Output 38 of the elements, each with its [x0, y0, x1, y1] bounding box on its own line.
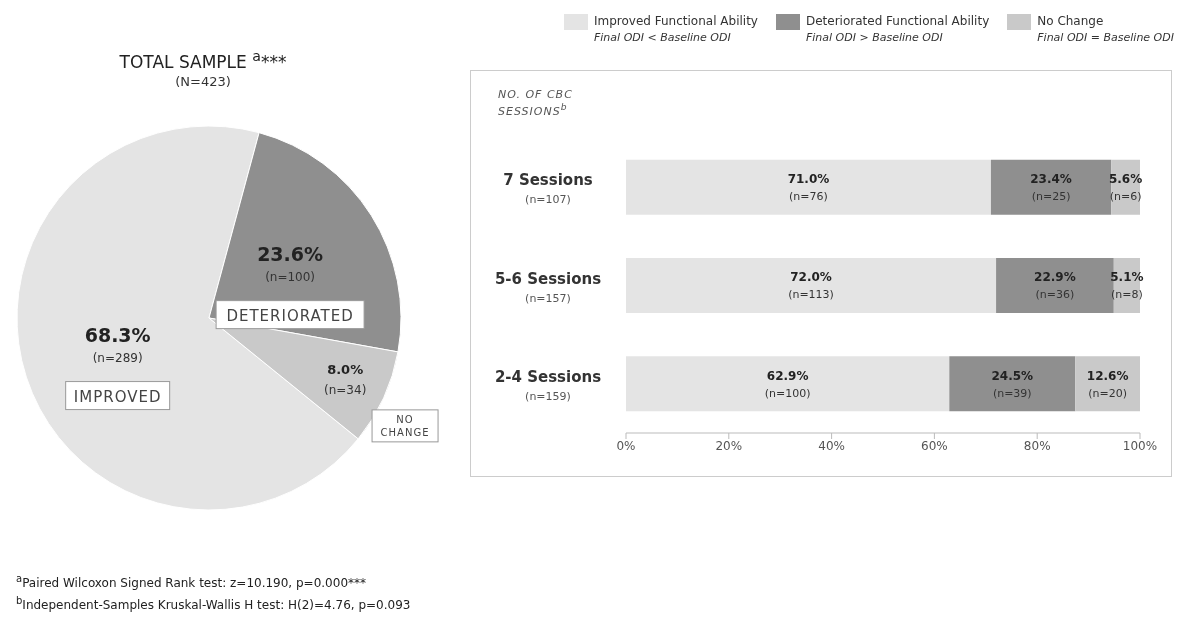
data-label: 8.0% (n=34): [324, 362, 367, 398]
x-tick-label: 80%: [1023, 438, 1051, 453]
data-label: 72.0% (n=113): [788, 270, 834, 302]
data-label: 12.6% (n=20): [1086, 368, 1129, 400]
y-tick-label: 2-4 Sessions (n=159): [494, 367, 602, 403]
bar: [626, 257, 997, 313]
legend-label: Deteriorated Functional Ability Final ODI > Baseline ODI: [805, 14, 990, 44]
y-axis-title: NO. OF CBC SESSIONS$^{b}$: [498, 88, 574, 118]
legend-label: Improved Functional Ability Final ODI < Baseline ODI: [593, 14, 758, 44]
data-label: 68.3% (n=289): [84, 323, 151, 365]
y-tick-label: 7 Sessions (n=107): [503, 171, 593, 207]
legend-label: No Change Final ODI = Baseline ODI: [1037, 14, 1174, 44]
data-label: 23.6% (n=100): [257, 242, 324, 284]
x-tick-label: 60%: [921, 438, 948, 453]
chart-title: TOTAL SAMPLE $^{a}$***: [118, 48, 288, 72]
text: $^{a}$Paired Wilcoxon Signed Rank test: z=10.190, p=0.000***: [16, 572, 368, 592]
x-tick-label: 40%: [818, 438, 845, 453]
y-tick-label: 5-6 Sessions (n=157): [494, 269, 602, 305]
data-label: 5.1% (n=8): [1110, 270, 1144, 302]
bar: [990, 159, 1112, 215]
data-label: 5.6% (n=6): [1108, 172, 1143, 204]
chart-subtitle: (N=423): [174, 74, 232, 89]
data-label: 22.9% (n=36): [1034, 270, 1076, 302]
data-label: 62.9% (n=100): [764, 368, 811, 400]
data-label: 23.4% (n=25): [1030, 172, 1072, 204]
data-label: 71.0% (n=76): [787, 172, 830, 204]
x-tick-label: 100%: [1122, 438, 1158, 453]
bar: [949, 356, 1076, 412]
text: $^{b}$Independent-Samples Kruskal-Wallis H test: H(2)=4.76, p=0.093: [16, 594, 411, 614]
x-tick-label: 20%: [715, 438, 743, 453]
slice-label: DETERIORATED: [226, 306, 354, 325]
slice-label: NO CHANGE: [380, 413, 430, 438]
slice-label: IMPROVED: [73, 387, 162, 406]
data-label: 24.5% (n=39): [991, 368, 1034, 400]
bar: [1075, 356, 1140, 412]
bar: [626, 356, 950, 412]
x-tick-label: 0%: [616, 438, 636, 453]
bar: [626, 159, 991, 215]
